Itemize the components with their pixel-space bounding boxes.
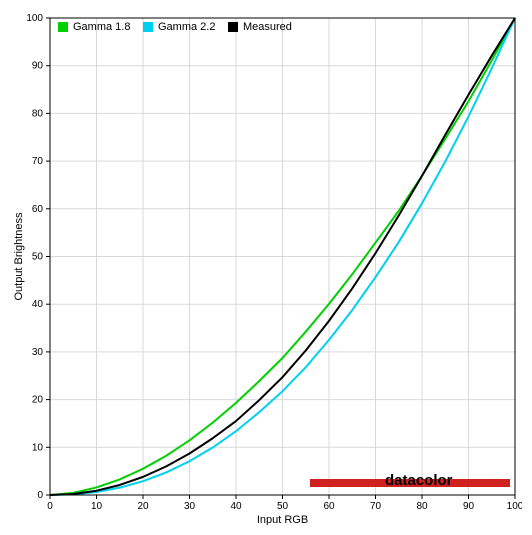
xtick-label: 100 xyxy=(507,501,522,512)
legend-label: Measured xyxy=(243,21,292,33)
chart-svg: datacolor 0 10 20 30 40 50 60 70 80 90 100 0 10 20 30 40… xyxy=(10,10,522,525)
xtick-label: 40 xyxy=(230,501,242,512)
xtick-label: 70 xyxy=(370,501,382,512)
ytick-label: 20 xyxy=(32,395,44,406)
legend-swatch xyxy=(228,22,238,32)
ytick-label: 0 xyxy=(37,490,43,501)
xtick-label: 50 xyxy=(277,501,289,512)
ylabel: Output Brightness xyxy=(13,212,25,301)
xtick-label: 0 xyxy=(47,501,53,512)
ytick-label: 90 xyxy=(32,61,44,72)
ytick-label: 50 xyxy=(32,252,44,263)
ytick-label: 100 xyxy=(26,13,43,24)
legend-swatch xyxy=(58,22,68,32)
brand-text: datacolor xyxy=(385,472,453,489)
xtick-label: 10 xyxy=(91,501,103,512)
ytick-label: 40 xyxy=(32,299,44,310)
ytick-label: 30 xyxy=(32,347,44,358)
ytick-label: 10 xyxy=(32,442,44,453)
ytick-label: 80 xyxy=(32,108,44,119)
gamma-chart: datacolor 0 10 20 30 40 50 60 70 80 90 100 0 10 20 30 40… xyxy=(10,10,522,525)
ytick-label: 70 xyxy=(32,156,44,167)
xtick-label: 80 xyxy=(416,501,428,512)
xtick-label: 20 xyxy=(137,501,149,512)
xtick-label: 90 xyxy=(463,501,475,512)
legend-label: Gamma 1.8 xyxy=(73,21,130,33)
legend-label: Gamma 2.2 xyxy=(158,21,215,33)
xlabel: Input RGB xyxy=(257,514,308,525)
xtick-label: 30 xyxy=(184,501,196,512)
legend-swatch xyxy=(143,22,153,32)
ytick-label: 60 xyxy=(32,204,44,215)
xtick-label: 60 xyxy=(323,501,335,512)
